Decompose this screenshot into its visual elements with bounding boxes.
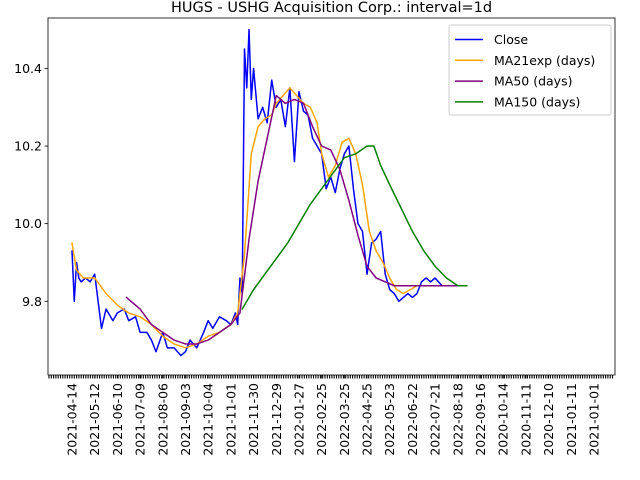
x-tick-label: 2021-06-10 [110,383,125,456]
x-tick-label: 2021-08-06 [155,383,170,456]
series-line-ma50-days [125,94,468,345]
x-tick-label: 2020-11-11 [518,383,533,456]
legend-label: Close [494,32,528,47]
y-tick-label: 10.0 [14,216,42,231]
x-tick-label: 2021-05-12 [87,383,102,456]
series-line-close [71,28,468,357]
plot-area [71,28,468,357]
x-tick-label: 2022-06-22 [405,383,420,456]
x-tick-label: 2022-05-23 [382,383,397,456]
legend-label: MA50 (days) [494,74,572,89]
y-tick-label: 10.2 [14,139,42,154]
x-tick-label: 2021-07-09 [133,383,148,456]
legend-label: MA21exp (days) [494,53,595,68]
legend: Close MA21exp (days) MA50 (days) MA150 (day… [448,24,612,116]
x-tick-label: 2022-09-16 [473,383,488,456]
x-tick-label: 2021-09-03 [178,383,193,456]
x-minor-ticks [48,375,614,379]
series-line-ma150-days [241,145,468,310]
x-tick-label: 2022-03-25 [337,383,352,456]
axes: 9.8 10.0 10.2 10.4 2021-04-14 2021-05-12 2021-… [14,17,616,456]
x-tick-label: 2021-10-04 [201,383,216,456]
x-tick-label: 2021-12-29 [269,383,284,456]
x-tick-label: 2020-10-14 [496,383,511,456]
legend-box [448,24,612,116]
x-tick-label: 2021-11-30 [246,383,261,456]
x-tick-label: 2021-04-14 [65,383,80,456]
x-tick-label: 2021-01-11 [564,383,579,456]
x-tick-label: 2022-04-25 [360,383,375,456]
y-tick-label: 9.8 [22,294,42,309]
chart-title: HUGS - USHG Acquisition Corp.: interval=… [171,0,492,16]
x-tick-label: 2021-01-01 [587,383,602,456]
x-tick-label: 2022-08-18 [450,383,465,456]
x-tick-label: 2022-02-25 [314,383,329,456]
x-tick-label: 2022-01-27 [291,383,306,456]
x-tick-label: 2020-12-10 [541,383,556,456]
legend-label: MA150 (days) [494,94,580,109]
y-tick-label: 10.4 [14,61,42,76]
x-tick-label: 2022-07-21 [428,383,443,456]
x-tick-label: 2021-11-01 [223,383,238,456]
